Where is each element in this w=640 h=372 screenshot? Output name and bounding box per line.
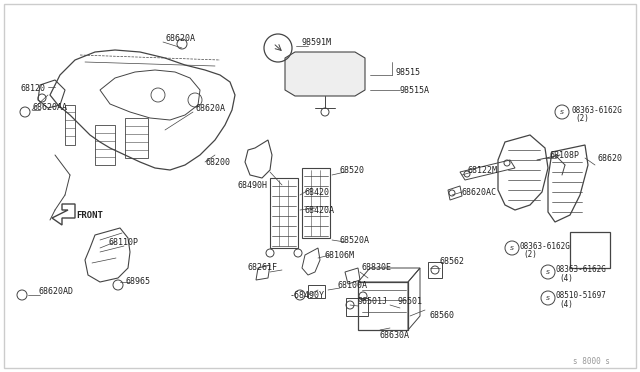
Text: 68106M: 68106M — [325, 250, 355, 260]
Text: 68122M: 68122M — [468, 166, 498, 174]
Text: 68110P: 68110P — [108, 237, 138, 247]
Text: 68830E: 68830E — [362, 263, 392, 273]
Text: 68108P: 68108P — [550, 151, 580, 160]
Text: 68100A: 68100A — [338, 280, 368, 289]
Text: 68490H: 68490H — [238, 180, 268, 189]
Text: 68562: 68562 — [440, 257, 465, 266]
Text: (4): (4) — [559, 273, 573, 282]
Text: S: S — [546, 295, 550, 301]
Text: 08363-6162G: 08363-6162G — [572, 106, 623, 115]
Polygon shape — [285, 52, 365, 96]
Text: 68620AC: 68620AC — [462, 187, 497, 196]
Text: 68620AA: 68620AA — [32, 103, 67, 112]
Text: FRONT: FRONT — [76, 211, 103, 219]
Text: 98515: 98515 — [396, 67, 421, 77]
Text: 68965: 68965 — [125, 278, 150, 286]
Text: 68261F: 68261F — [248, 263, 278, 273]
Text: (4): (4) — [559, 299, 573, 308]
Text: S: S — [510, 246, 514, 250]
Text: 68420: 68420 — [305, 187, 330, 196]
Text: 68620: 68620 — [598, 154, 623, 163]
Text: 68520: 68520 — [340, 166, 365, 174]
Text: 68120: 68120 — [20, 83, 45, 93]
Text: 68620A: 68620A — [165, 33, 195, 42]
Text: 68620A: 68620A — [195, 103, 225, 112]
Text: 08510-51697: 08510-51697 — [556, 292, 607, 301]
Text: 08363-6162G: 08363-6162G — [556, 266, 607, 275]
Text: 68620AD: 68620AD — [38, 288, 73, 296]
Text: (2): (2) — [523, 250, 537, 259]
Text: 68560: 68560 — [430, 311, 455, 321]
Text: 68520A: 68520A — [340, 235, 370, 244]
Text: 68200: 68200 — [205, 157, 230, 167]
Text: 96501J: 96501J — [358, 298, 388, 307]
Text: (2): (2) — [575, 113, 589, 122]
Text: 98515A: 98515A — [400, 86, 430, 94]
Text: 96501: 96501 — [398, 298, 423, 307]
Text: 68420A: 68420A — [305, 205, 335, 215]
Text: s 8000 s: s 8000 s — [573, 357, 610, 366]
Text: S: S — [546, 269, 550, 275]
Text: 98591M: 98591M — [302, 38, 332, 46]
Text: -68490Y: -68490Y — [290, 291, 325, 299]
Text: 68630A: 68630A — [380, 330, 410, 340]
Text: S: S — [560, 109, 564, 115]
Text: 08363-6162G: 08363-6162G — [520, 241, 571, 250]
